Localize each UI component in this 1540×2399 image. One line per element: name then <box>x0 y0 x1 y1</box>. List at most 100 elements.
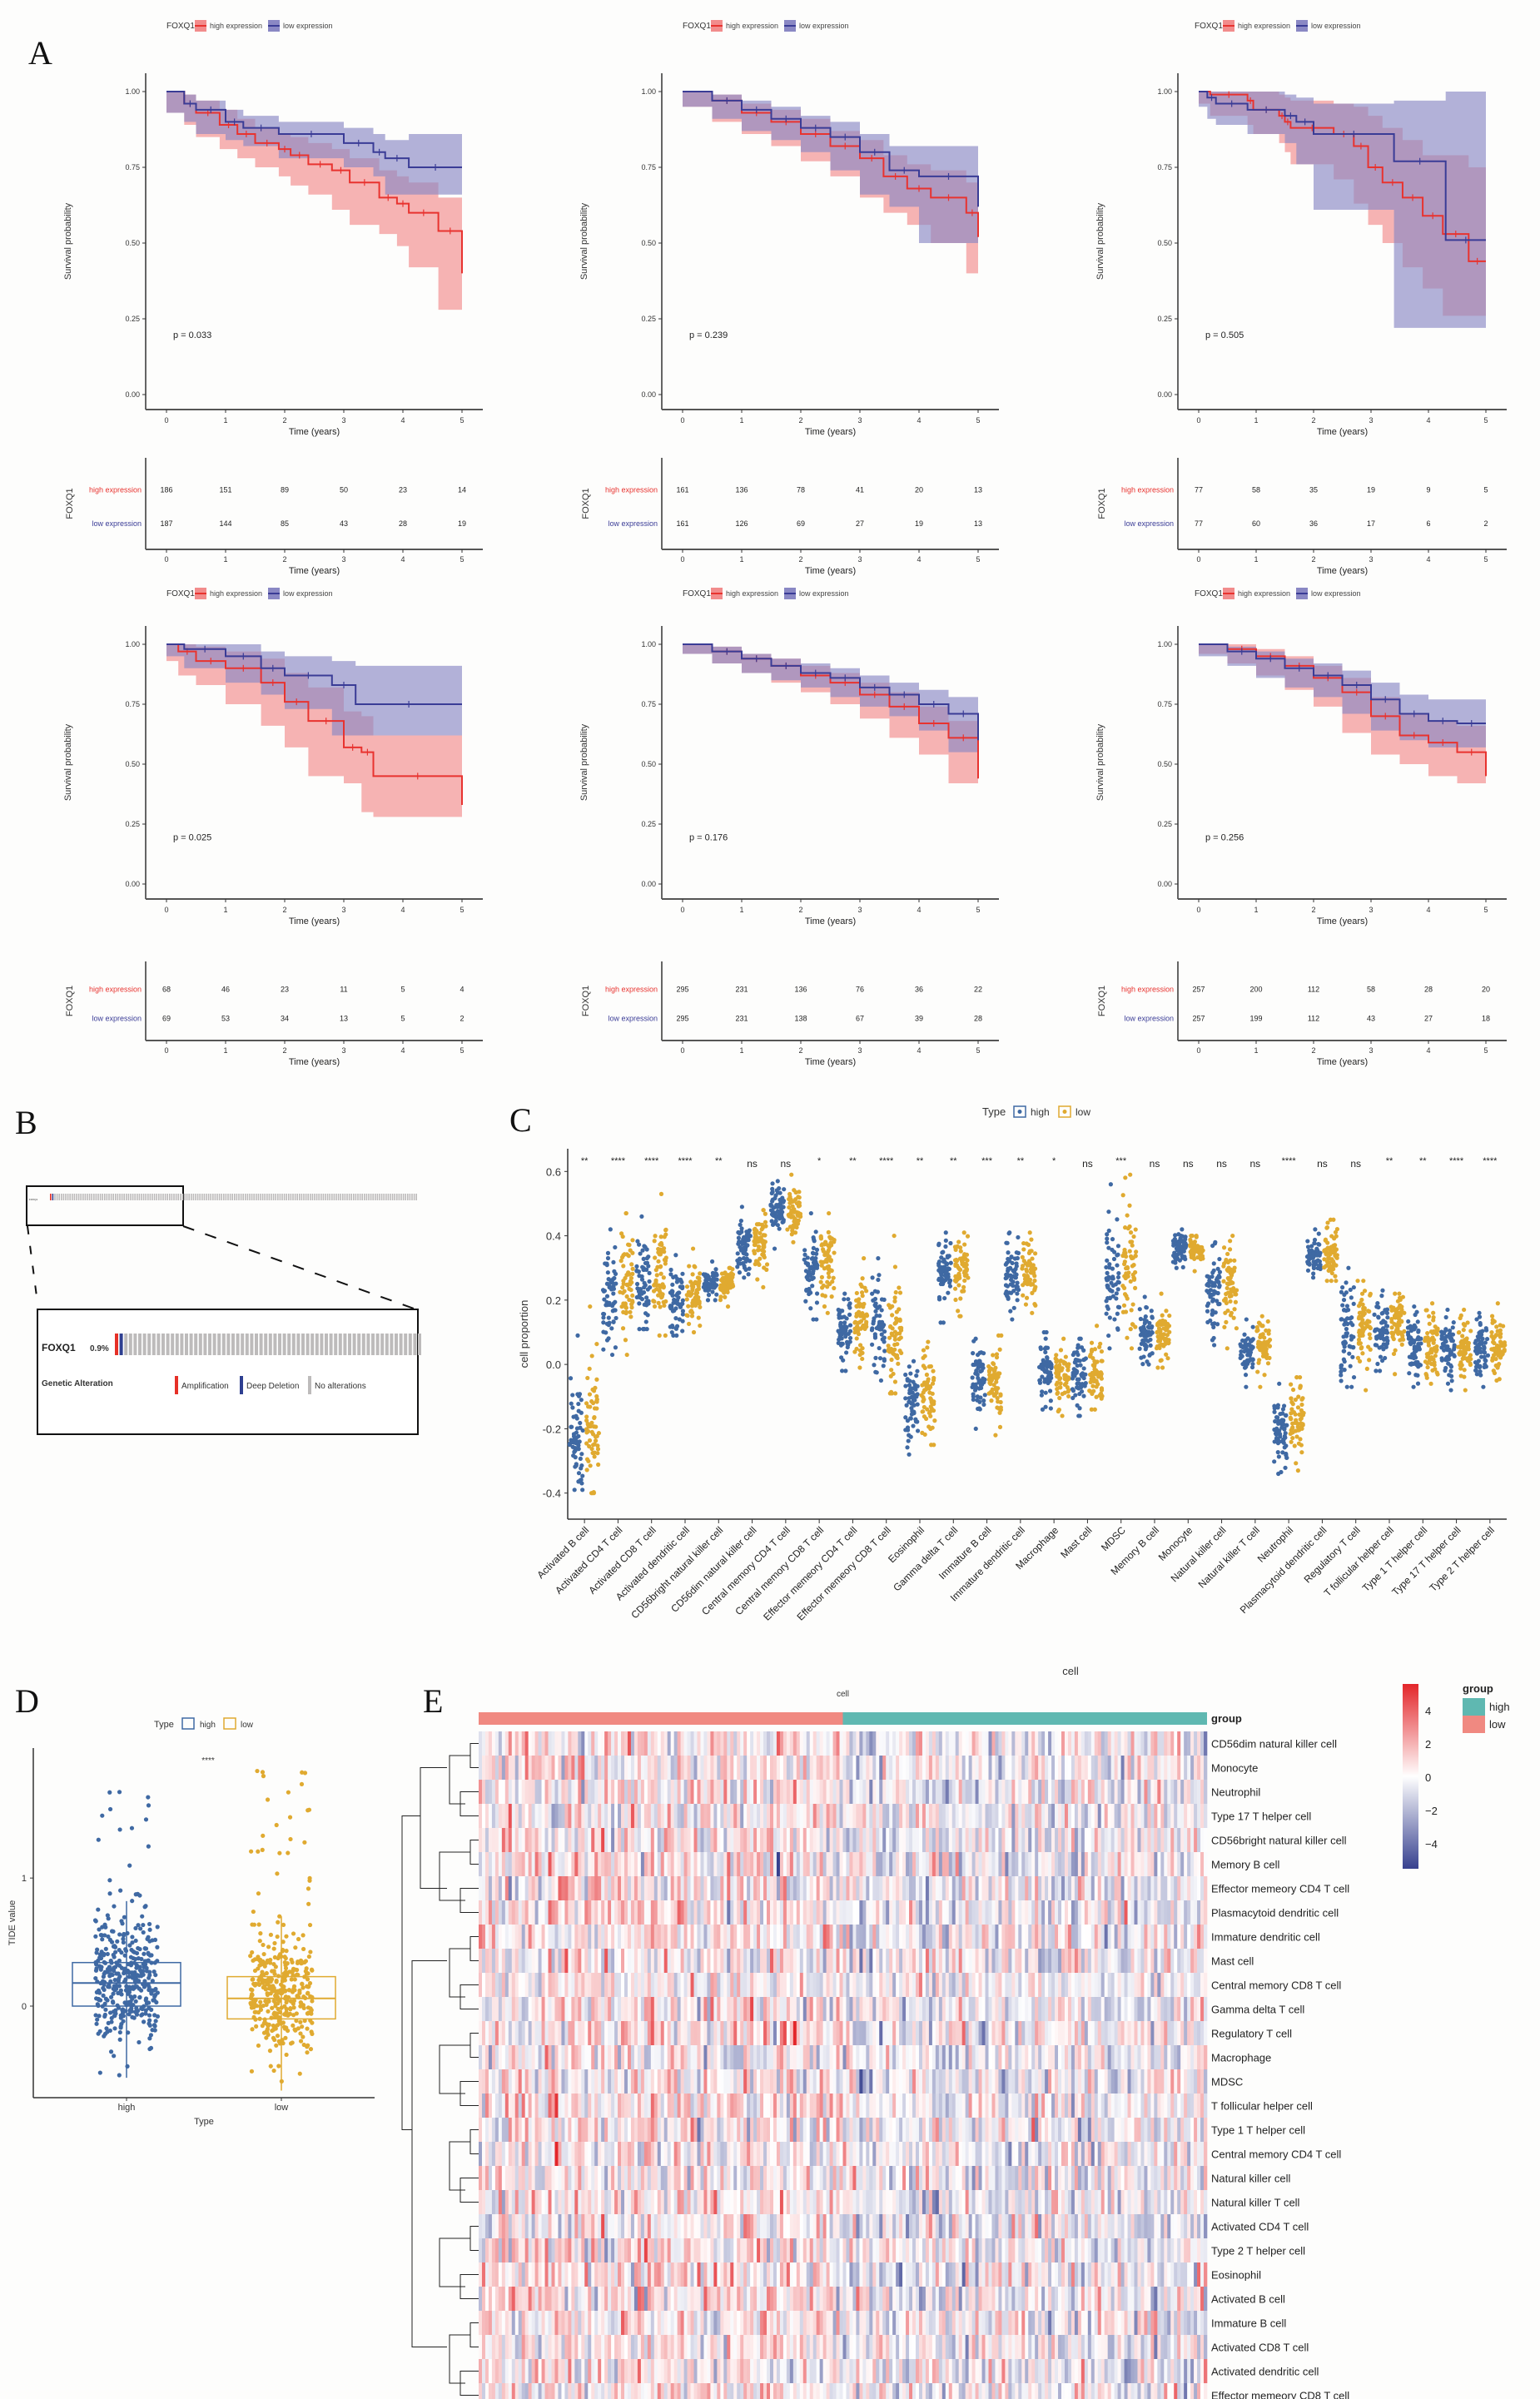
data-point <box>93 1962 99 1967</box>
data-point <box>688 1309 694 1314</box>
legend-title: Type <box>154 1720 174 1730</box>
data-point <box>941 1320 946 1325</box>
data-point <box>1358 1322 1363 1327</box>
data-point <box>106 1984 111 1989</box>
sample-bar-no-alteration <box>185 1334 188 1355</box>
data-point <box>570 1393 575 1398</box>
x-tick-label: 3 <box>1369 906 1373 914</box>
data-point <box>127 1863 132 1868</box>
data-point <box>643 1244 648 1249</box>
data-point <box>1381 1327 1386 1332</box>
overview-sample-bar <box>245 1194 246 1200</box>
data-point <box>891 1349 896 1353</box>
data-point <box>95 1979 100 1984</box>
data-point <box>1279 1425 1284 1430</box>
risk-count: 22 <box>974 985 982 993</box>
data-point <box>819 1274 825 1279</box>
x-tick-label: 0 <box>164 416 168 425</box>
x-tick-label: 3 <box>341 416 345 425</box>
data-point <box>896 1361 901 1366</box>
overview-sample-bar <box>301 1194 303 1200</box>
data-point <box>578 1420 583 1426</box>
strip-high <box>1439 1307 1457 1393</box>
data-point <box>620 1285 625 1290</box>
data-point <box>1310 1275 1316 1280</box>
data-point <box>897 1318 902 1324</box>
data-point <box>129 2006 134 2011</box>
data-point <box>1329 1279 1334 1284</box>
data-point <box>1105 1270 1110 1275</box>
points-low <box>248 1768 315 2084</box>
data-point <box>131 1984 136 1989</box>
data-point <box>579 1481 584 1486</box>
data-point <box>770 1213 776 1218</box>
data-point <box>971 1397 976 1403</box>
data-point <box>1180 1264 1185 1270</box>
overview-sample-bar <box>121 1194 123 1200</box>
data-point <box>138 1926 143 1931</box>
strip-high <box>567 1333 585 1493</box>
data-point <box>1177 1258 1183 1263</box>
strip-low <box>752 1208 770 1290</box>
data-point <box>107 1878 112 1883</box>
overview-sample-bar <box>333 1194 335 1200</box>
data-point <box>922 1404 926 1410</box>
significance-label: ** <box>950 1156 957 1166</box>
y-tick-label: 0.00 <box>1157 390 1172 399</box>
data-point <box>1357 1358 1363 1363</box>
overview-sample-bar <box>311 1194 314 1200</box>
data-point <box>991 1361 996 1366</box>
data-point <box>589 1353 594 1358</box>
data-point <box>1275 1441 1281 1446</box>
data-point <box>1359 1291 1365 1296</box>
x-tick-label: 1 <box>223 416 227 425</box>
data-point <box>1314 1252 1319 1257</box>
sample-bar-no-alteration <box>166 1334 170 1355</box>
data-point <box>117 1958 122 1964</box>
legend-label-high: high expression <box>1238 589 1290 598</box>
data-point <box>148 2033 154 2038</box>
data-point <box>925 1345 930 1350</box>
oncoprint-legend-swatch <box>308 1376 311 1394</box>
data-point <box>1424 1375 1429 1380</box>
data-point <box>1498 1331 1503 1336</box>
overview-sample-bar <box>303 1194 305 1200</box>
data-point <box>689 1291 694 1296</box>
data-point <box>1158 1358 1163 1363</box>
data-point <box>1029 1249 1034 1254</box>
overview-sample-bar <box>405 1194 406 1200</box>
data-point <box>873 1355 878 1360</box>
data-point <box>596 1462 601 1468</box>
data-point <box>1106 1209 1111 1214</box>
data-point <box>791 1239 796 1244</box>
data-point <box>952 1258 958 1263</box>
sample-bar-no-alteration <box>301 1334 305 1355</box>
data-point <box>1478 1346 1483 1351</box>
overview-sample-bar <box>396 1194 398 1200</box>
data-point <box>1107 1265 1112 1270</box>
data-point <box>654 1273 659 1278</box>
data-point <box>1174 1265 1179 1270</box>
data-point <box>1426 1340 1431 1345</box>
data-point <box>873 1309 878 1314</box>
data-point <box>1448 1388 1453 1393</box>
risk-count: 36 <box>1309 519 1318 528</box>
sample-bar-no-alteration <box>133 1334 137 1355</box>
km-curve-low <box>683 91 979 207</box>
data-point <box>961 1257 966 1263</box>
data-point <box>634 1269 639 1274</box>
overview-sample-bar <box>279 1194 281 1200</box>
x-tick-label: MDSC <box>1099 1524 1128 1553</box>
risk-row-label-high: high expression <box>605 486 658 494</box>
data-point <box>842 1297 847 1302</box>
data-point <box>1124 1266 1129 1271</box>
legend-label-low: low <box>1076 1106 1090 1118</box>
data-point <box>658 1271 663 1276</box>
overview-sample-bar <box>180 1194 181 1200</box>
data-point <box>148 2045 154 2051</box>
data-point <box>1107 1262 1112 1267</box>
data-point <box>131 1949 136 1954</box>
data-point <box>1166 1324 1172 1329</box>
y-tick-label: 0.00 <box>125 390 140 399</box>
data-point <box>831 1275 836 1280</box>
